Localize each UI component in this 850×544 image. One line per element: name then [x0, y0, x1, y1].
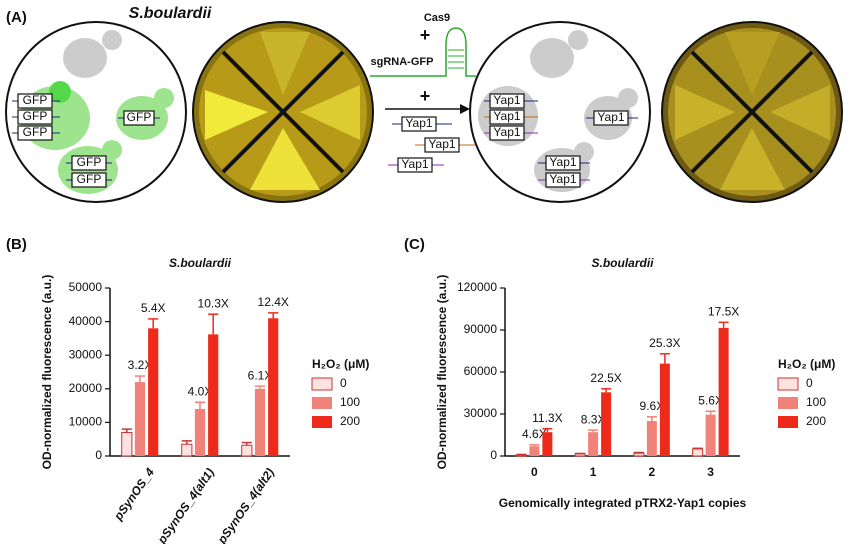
- fold-label: 17.5X: [708, 304, 739, 318]
- panel-label: (C): [404, 236, 425, 253]
- fold-label: 6.1X: [248, 368, 273, 382]
- fold-label: 5.4X: [141, 301, 166, 315]
- x-tick-label: 3: [707, 465, 714, 479]
- gfp-label: GFP: [23, 125, 48, 139]
- fold-label: 10.3X: [198, 296, 229, 310]
- fold-label: 5.6X: [698, 393, 723, 407]
- x-tick-label: pSynOS_4: [111, 465, 158, 523]
- fold-label: 25.3X: [649, 336, 680, 350]
- bar: [134, 382, 146, 456]
- chart-title: S.boulardii: [591, 256, 654, 270]
- y-tick-label: 90000: [464, 322, 498, 336]
- right-dish: Yap1 Yap1 Yap1 Yap1 Yap1 Yap1: [469, 21, 651, 203]
- yap1-label: Yap1: [549, 155, 576, 169]
- sgrna-label: sgRNA-GFP: [371, 56, 434, 68]
- legend-swatch: [778, 397, 798, 409]
- y-tick-label: 60000: [464, 364, 498, 378]
- legend-label: 0: [806, 376, 813, 390]
- plate-gfp: [192, 21, 374, 203]
- y-tick-label: 120000: [457, 280, 497, 294]
- fold-label: 11.3X: [532, 411, 562, 425]
- x-tick-label: pSynOS_4(alt1): [154, 466, 217, 544]
- cas9-label: Cas9: [424, 12, 450, 24]
- legend-label: 200: [340, 414, 360, 428]
- y-tick-label: 20000: [69, 381, 103, 395]
- fold-label: 4.0X: [188, 384, 213, 398]
- bar: [148, 328, 159, 456]
- bar: [692, 448, 704, 457]
- y-tick-label: 30000: [464, 406, 498, 420]
- y-tick-label: 0: [95, 448, 102, 462]
- gfp-label: GFP: [77, 155, 102, 169]
- y-tick-label: 30000: [69, 347, 103, 361]
- legend-swatch: [312, 397, 332, 409]
- fold-label: 3.2X: [128, 358, 153, 372]
- yap1-label: Yap1: [493, 125, 520, 139]
- legend-swatch: [311, 377, 333, 391]
- bar: [529, 446, 540, 456]
- fold-label: 8.3X: [581, 412, 606, 426]
- bar: [718, 327, 729, 456]
- panel-label: (A): [6, 9, 27, 26]
- x-tick-label: 0: [531, 465, 538, 479]
- legend-label: 0: [340, 376, 347, 390]
- x-tick-label: pSynOS_4(alt2): [214, 466, 277, 544]
- bar: [241, 444, 253, 457]
- bar: [121, 431, 133, 457]
- plus: +: [420, 86, 431, 106]
- x-tick-label: 2: [649, 465, 656, 479]
- gfp-label: GFP: [23, 109, 48, 123]
- bar: [705, 414, 716, 456]
- bar: [542, 432, 553, 456]
- bar: [181, 443, 193, 457]
- panel-title: S.boulardii: [129, 5, 212, 22]
- y-axis-label: OD-normalized fluorescence (a.u.): [40, 275, 54, 470]
- legend-swatch: [778, 416, 798, 428]
- bar: [659, 363, 670, 456]
- yap1-label: Yap1: [401, 157, 428, 171]
- legend-label: 200: [806, 414, 826, 428]
- fold-label: 22.5X: [590, 371, 621, 385]
- legend-label: 100: [340, 395, 360, 409]
- bar: [601, 392, 612, 456]
- gfp-label: GFP: [23, 93, 48, 107]
- x-tick-label: 1: [590, 465, 597, 479]
- gfp-label: GFP: [77, 172, 102, 186]
- bar: [194, 408, 206, 456]
- yap1-label: Yap1: [493, 93, 520, 107]
- bar: [633, 452, 645, 457]
- bar: [588, 432, 599, 456]
- bar: [268, 318, 279, 456]
- y-tick-label: 50000: [69, 280, 103, 294]
- plate-yap1: [661, 21, 843, 203]
- panel-label: (B): [6, 236, 27, 253]
- y-tick-label: 10000: [69, 415, 103, 429]
- plus: +: [420, 25, 431, 45]
- yap1-label: Yap1: [597, 110, 624, 124]
- legend-swatch: [777, 377, 799, 391]
- y-tick-label: 40000: [69, 314, 103, 328]
- legend-title: H₂O₂ (μM): [312, 357, 369, 371]
- yap1-label: Yap1: [428, 137, 455, 151]
- gfp-label: GFP: [127, 110, 152, 124]
- editing-reagents: Cas9 + sgRNA-GFP + Yap1 Yap1 Yap1: [370, 12, 476, 173]
- yap1-label: Yap1: [405, 116, 432, 130]
- y-axis-label: OD-normalized fluorescence (a.u.): [435, 275, 449, 470]
- bar: [208, 334, 219, 456]
- legend-title: H₂O₂ (μM): [778, 357, 835, 371]
- gfp-cassettes: GFP GFP GFP GFP GFP GFP: [12, 93, 160, 188]
- chart-title: S.boulardii: [169, 256, 232, 270]
- y-tick-label: 0: [490, 448, 497, 462]
- fold-label: 12.4X: [258, 295, 289, 309]
- x-axis-label: Genomically integrated pTRX2-Yap1 copies: [499, 496, 747, 510]
- legend-swatch: [312, 416, 332, 428]
- fold-label: 9.6X: [640, 399, 665, 413]
- bar: [646, 421, 657, 456]
- legend-label: 100: [806, 395, 826, 409]
- bar: [254, 388, 266, 456]
- yap1-label: Yap1: [493, 109, 520, 123]
- yap1-label: Yap1: [549, 172, 576, 186]
- fold-label: 4.6X: [522, 427, 547, 441]
